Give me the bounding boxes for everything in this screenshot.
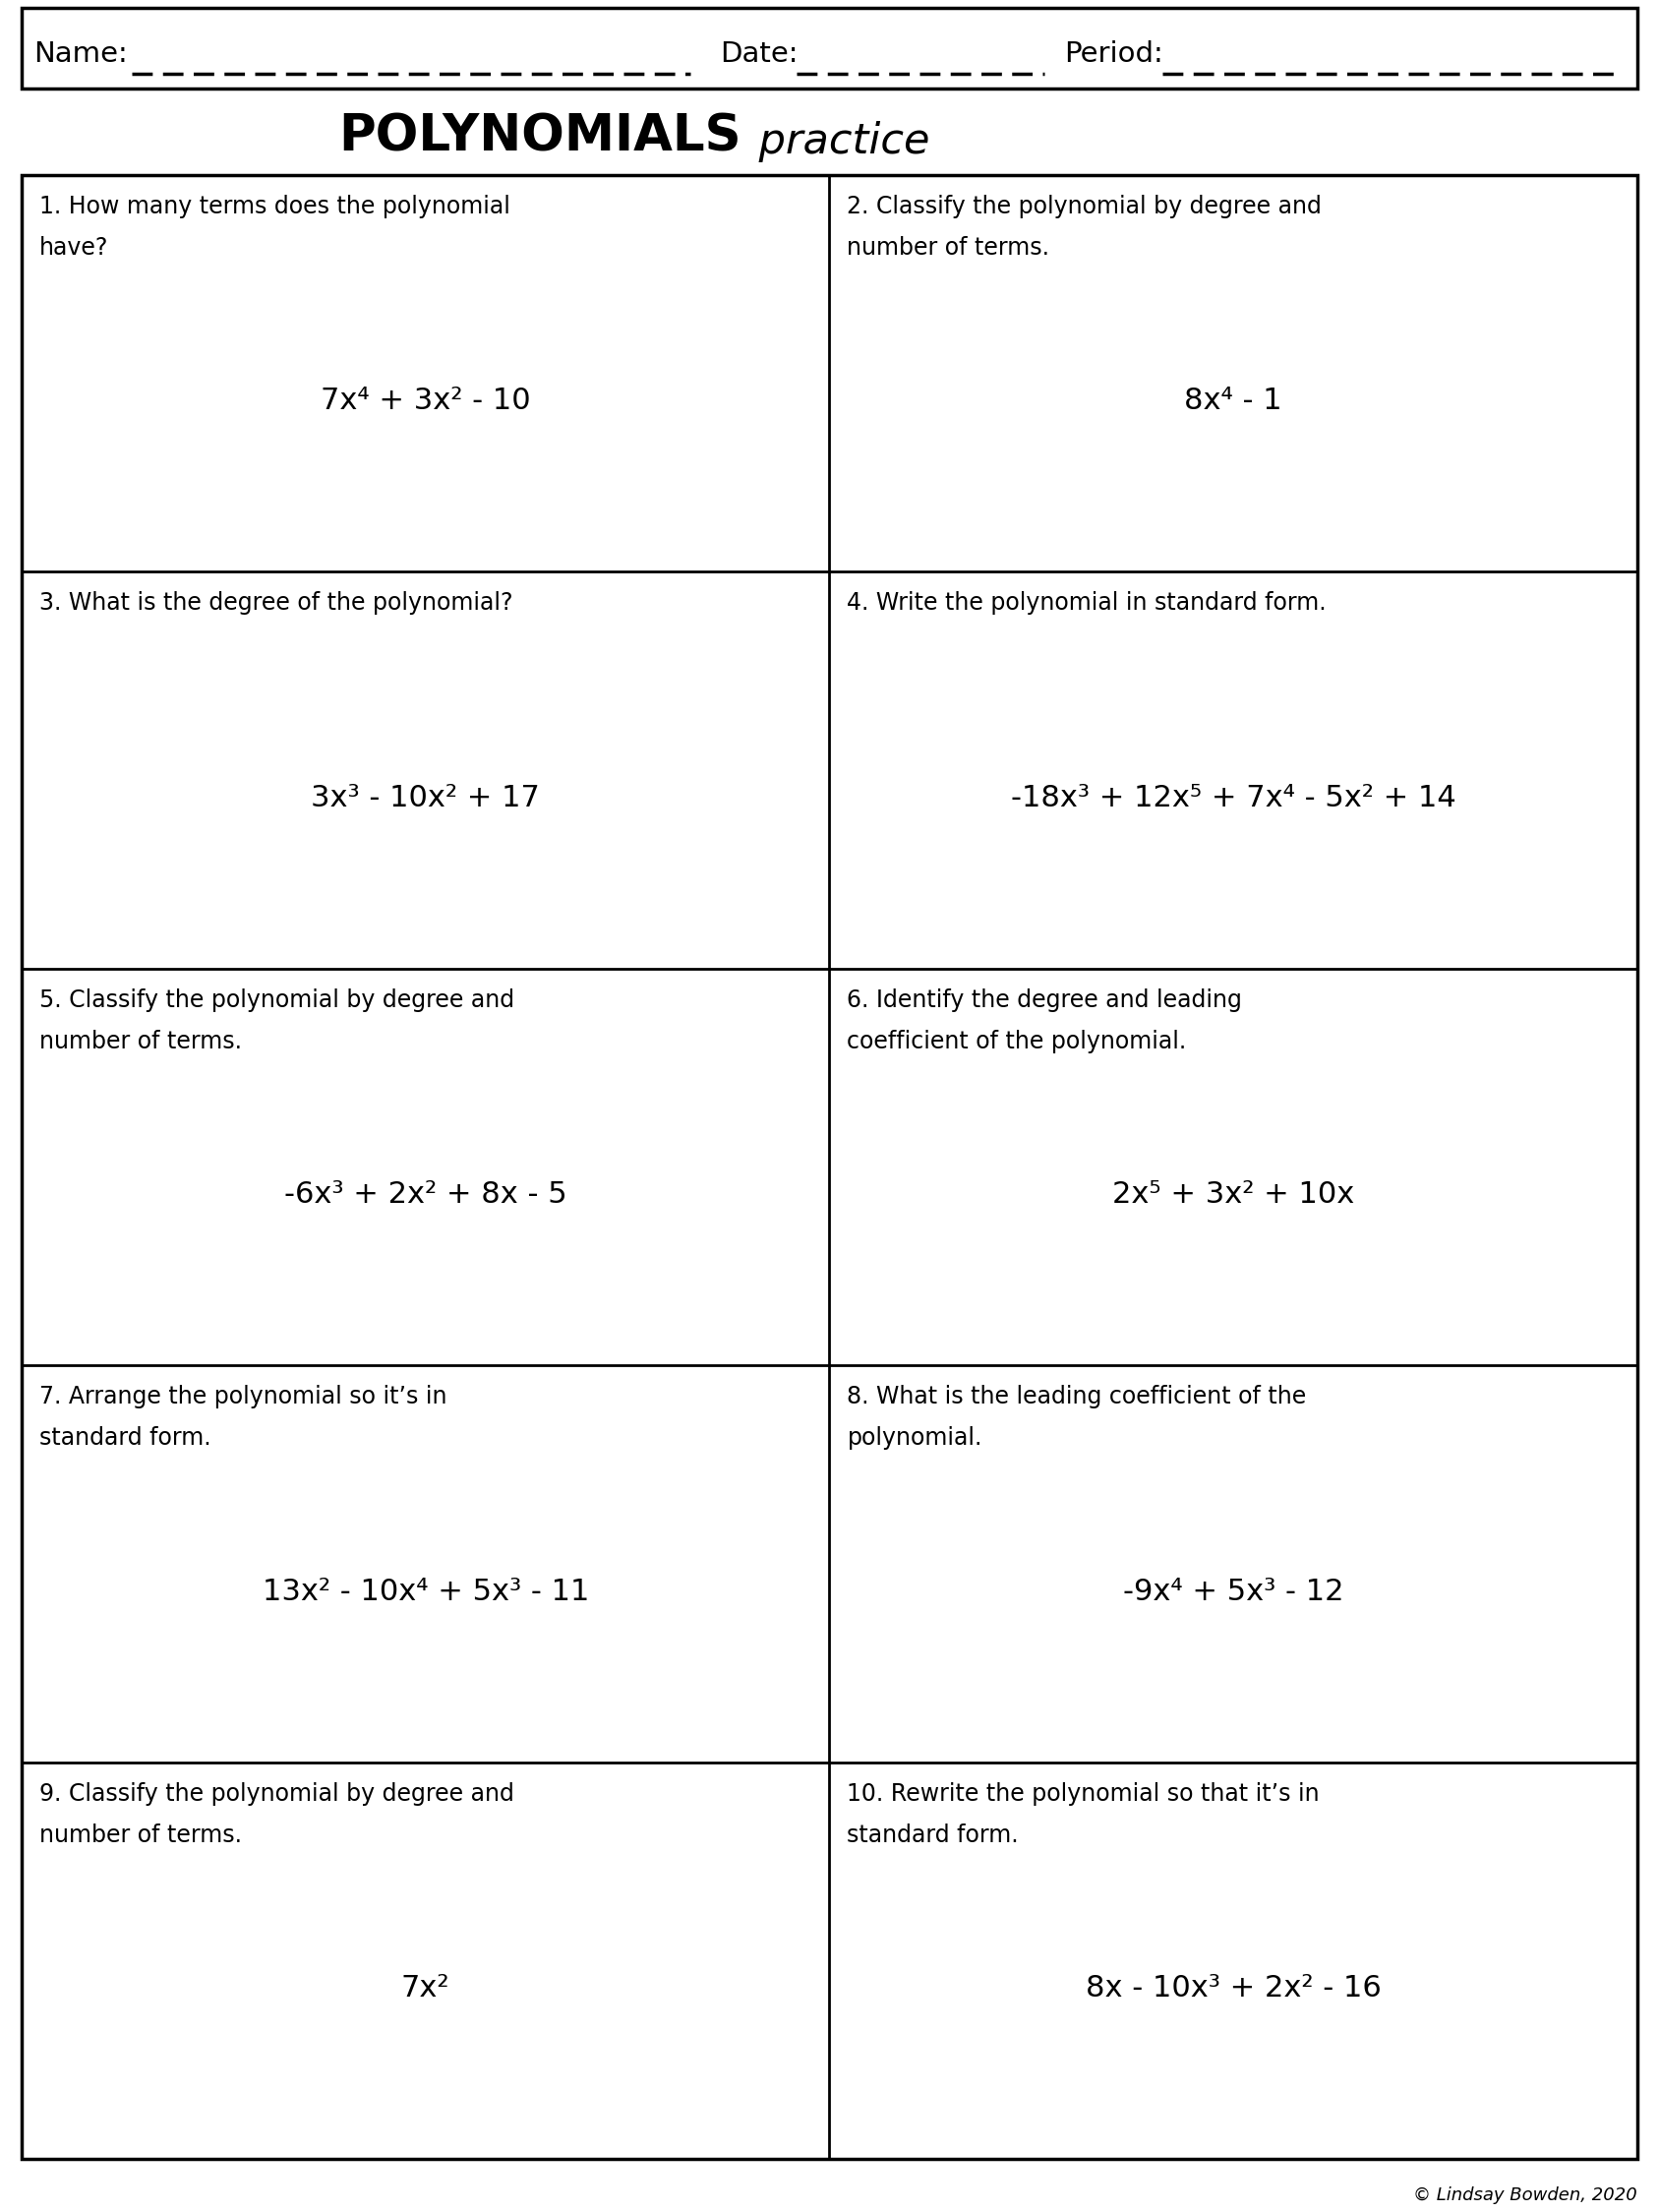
Text: 5. Classify the polynomial by degree and: 5. Classify the polynomial by degree and [40, 989, 514, 1011]
Text: -18x³ + 12x⁵ + 7x⁴ - 5x² + 14: -18x³ + 12x⁵ + 7x⁴ - 5x² + 14 [1010, 783, 1457, 812]
Text: 8x⁴ - 1: 8x⁴ - 1 [1185, 387, 1282, 416]
Text: 8. What is the leading coefficient of the: 8. What is the leading coefficient of th… [848, 1385, 1307, 1409]
Text: 3. What is the degree of the polynomial?: 3. What is the degree of the polynomial? [40, 591, 513, 615]
Text: 3x³ - 10x² + 17: 3x³ - 10x² + 17 [310, 783, 541, 812]
Text: 1. How many terms does the polynomial: 1. How many terms does the polynomial [40, 195, 511, 219]
Text: 8x - 10x³ + 2x² - 16: 8x - 10x³ + 2x² - 16 [1085, 1973, 1382, 2002]
Text: 2x⁵ + 3x² + 10x: 2x⁵ + 3x² + 10x [1112, 1181, 1354, 1210]
Text: 7x⁴ + 3x² - 10: 7x⁴ + 3x² - 10 [320, 387, 531, 416]
Text: 7. Arrange the polynomial so it’s in: 7. Arrange the polynomial so it’s in [40, 1385, 446, 1409]
Bar [22, 9, 1637, 88]
Text: standard form.: standard form. [40, 1427, 211, 1449]
Text: 2. Classify the polynomial by degree and: 2. Classify the polynomial by degree and [848, 195, 1322, 219]
Text: Date:: Date: [720, 40, 798, 69]
Text: 7x²: 7x² [401, 1973, 450, 2002]
Text: © Lindsay Bowden, 2020: © Lindsay Bowden, 2020 [1413, 2185, 1637, 2203]
Text: 13x² - 10x⁴ + 5x³ - 11: 13x² - 10x⁴ + 5x³ - 11 [262, 1577, 589, 1606]
Text: 4. Write the polynomial in standard form.: 4. Write the polynomial in standard form… [848, 591, 1327, 615]
Text: Period:: Period: [1063, 40, 1163, 69]
Text: number of terms.: number of terms. [40, 1029, 242, 1053]
Text: standard form.: standard form. [848, 1823, 1019, 1847]
Text: have?: have? [40, 237, 108, 259]
Text: -6x³ + 2x² + 8x - 5: -6x³ + 2x² + 8x - 5 [284, 1181, 567, 1210]
Text: coefficient of the polynomial.: coefficient of the polynomial. [848, 1029, 1186, 1053]
Text: number of terms.: number of terms. [848, 237, 1050, 259]
Text: POLYNOMIALS: POLYNOMIALS [338, 113, 742, 161]
Text: practice: practice [747, 122, 931, 161]
Text: number of terms.: number of terms. [40, 1823, 242, 1847]
Bar [22, 175, 1637, 2159]
Text: -9x⁴ + 5x³ - 12: -9x⁴ + 5x³ - 12 [1123, 1577, 1344, 1606]
Text: 9. Classify the polynomial by degree and: 9. Classify the polynomial by degree and [40, 1783, 514, 1805]
Text: polynomial.: polynomial. [848, 1427, 982, 1449]
Text: 10. Rewrite the polynomial so that it’s in: 10. Rewrite the polynomial so that it’s … [848, 1783, 1321, 1805]
Text: Name:: Name: [33, 40, 128, 69]
Text: 6. Identify the degree and leading: 6. Identify the degree and leading [848, 989, 1243, 1011]
